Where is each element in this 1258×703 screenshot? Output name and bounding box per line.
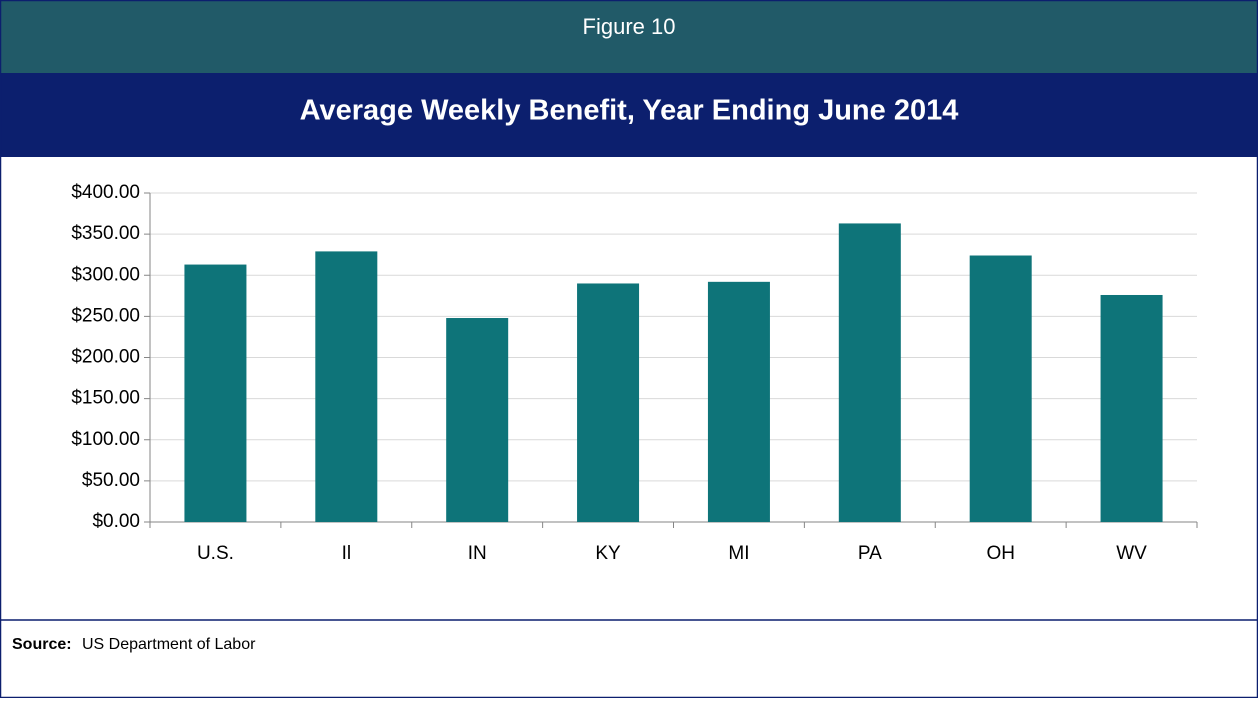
x-tick-label: Il	[342, 543, 352, 564]
source-text: US Department of Labor	[82, 636, 256, 653]
x-tick-label: WV	[1116, 543, 1147, 564]
x-tick-label: U.S.	[197, 543, 234, 564]
y-tick-label: $50.00	[82, 470, 140, 491]
source-label: Source:	[12, 636, 72, 653]
bar	[446, 318, 509, 522]
x-tick-label: IN	[468, 543, 487, 564]
y-tick-label: $350.00	[71, 223, 140, 244]
bar	[838, 223, 901, 522]
bar	[707, 281, 770, 522]
figure-band	[0, 0, 1258, 73]
figure-label: Figure 10	[583, 14, 676, 39]
y-tick-label: $150.00	[71, 388, 140, 409]
chart-title: Average Weekly Benefit, Year Ending June…	[300, 95, 959, 127]
bar	[315, 251, 378, 522]
bar	[1100, 294, 1163, 522]
y-tick-label: $100.00	[71, 429, 140, 450]
y-tick-label: $300.00	[71, 264, 140, 285]
bar	[577, 283, 640, 522]
bar	[184, 264, 247, 522]
x-tick-label: OH	[986, 543, 1015, 564]
y-tick-label: $0.00	[92, 511, 140, 532]
bar	[969, 255, 1032, 522]
y-tick-label: $250.00	[71, 305, 140, 326]
y-tick-label: $200.00	[71, 347, 140, 368]
title-band	[0, 73, 1258, 157]
x-tick-label: KY	[595, 543, 621, 564]
y-tick-label: $400.00	[71, 182, 140, 203]
x-tick-label: PA	[858, 543, 882, 564]
x-tick-label: MI	[728, 543, 749, 564]
